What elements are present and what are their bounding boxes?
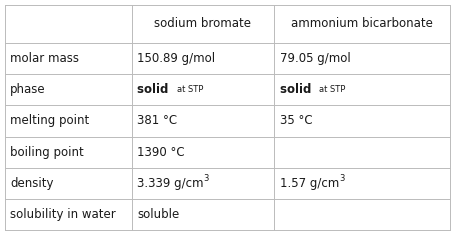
Text: ammonium bicarbonate: ammonium bicarbonate bbox=[292, 17, 433, 30]
Text: melting point: melting point bbox=[10, 114, 89, 127]
Text: molar mass: molar mass bbox=[10, 52, 79, 65]
Text: 1390 °C: 1390 °C bbox=[137, 146, 185, 159]
Text: soluble: soluble bbox=[137, 208, 179, 221]
Text: solubility in water: solubility in water bbox=[10, 208, 116, 221]
Text: phase: phase bbox=[10, 83, 46, 96]
Text: solid: solid bbox=[280, 83, 319, 96]
Text: sodium bromate: sodium bromate bbox=[155, 17, 252, 30]
Text: at STP: at STP bbox=[319, 85, 346, 94]
Text: 381 °C: 381 °C bbox=[137, 114, 177, 127]
Text: 3: 3 bbox=[339, 174, 344, 183]
Text: solid: solid bbox=[137, 83, 177, 96]
Text: at STP: at STP bbox=[177, 85, 203, 94]
Text: 3.339 g/cm: 3.339 g/cm bbox=[137, 177, 203, 190]
Text: 3: 3 bbox=[203, 174, 209, 183]
Text: 35 °C: 35 °C bbox=[280, 114, 313, 127]
Text: boiling point: boiling point bbox=[10, 146, 84, 159]
Text: 150.89 g/mol: 150.89 g/mol bbox=[137, 52, 215, 65]
Text: 79.05 g/mol: 79.05 g/mol bbox=[280, 52, 350, 65]
Text: 1.57 g/cm: 1.57 g/cm bbox=[280, 177, 339, 190]
Text: density: density bbox=[10, 177, 54, 190]
